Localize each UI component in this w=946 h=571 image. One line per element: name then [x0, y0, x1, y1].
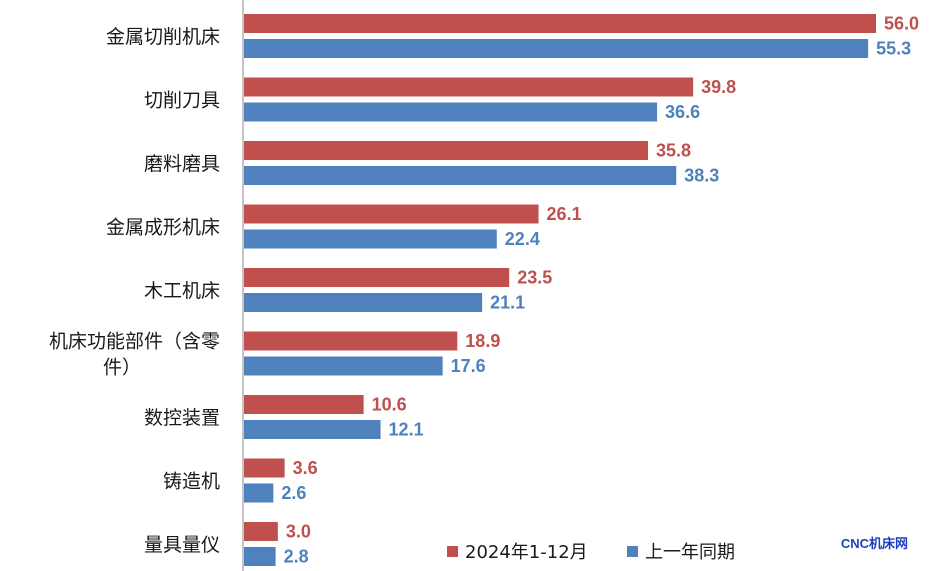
value-label-current-4: 23.5 — [517, 268, 552, 288]
bars — [244, 14, 876, 566]
bar-previous-2 — [244, 166, 677, 185]
category-label-5-line-0: 机床功能部件（含零 — [49, 331, 220, 353]
category-label-5-line-1: 件） — [103, 357, 141, 379]
value-label-previous-2: 38.3 — [684, 166, 719, 186]
value-label-current-0: 56.0 — [884, 14, 919, 34]
bar-current-3 — [244, 204, 539, 224]
bar-current-7 — [244, 458, 285, 478]
value-label-previous-4: 21.1 — [490, 293, 525, 313]
legend-label-previous: 上一年同期 — [645, 542, 735, 563]
value-labels: 56.0 55.3 39.836.6 35.8 38.3 26.1 22.4 23.5 21.1… — [281, 14, 919, 567]
value-label-previous-0: 55.3 — [876, 39, 911, 59]
category-label-0: 金属切削机床 — [106, 26, 220, 48]
category-label-4: 木工机床 — [144, 280, 220, 302]
category-label-6: 数控装置 — [144, 407, 220, 429]
value-label-current-1: 39.8 — [701, 77, 736, 97]
bar-current-5 — [244, 331, 458, 351]
category-label-2: 磨料磨具 — [144, 153, 220, 175]
legend-swatch-current — [447, 546, 458, 557]
bar-previous-6 — [244, 420, 381, 439]
legend-swatch-previous — [627, 546, 638, 557]
category-label-1: 切削刀具 — [144, 90, 220, 112]
bar-previous-4 — [244, 293, 483, 312]
value-label-current-2: 35.8 — [656, 141, 691, 161]
value-label-current-6: 10.6 — [372, 395, 407, 415]
value-label-current-3: 26.1 — [547, 204, 582, 224]
category-label-3: 金属成形机床 — [106, 217, 220, 239]
bar-previous-5 — [244, 356, 443, 376]
watermark-text: CNC机床网 — [840, 536, 908, 551]
bar-previous-7 — [244, 483, 274, 503]
bar-previous-0 — [244, 39, 869, 58]
value-label-current-5: 18.9 — [465, 331, 500, 351]
bar-current-2 — [244, 141, 649, 160]
bar-current-8 — [244, 522, 278, 541]
bar-previous-8 — [244, 547, 276, 566]
value-label-previous-1: 36.6 — [665, 102, 700, 122]
legend-label-current: 2024年1-12月 — [465, 542, 588, 563]
value-label-current-7: 3.6 — [293, 458, 318, 478]
category-label-7: 铸造机 — [163, 471, 220, 493]
bar-current-1 — [244, 77, 694, 97]
category-label-8: 量具量仪 — [144, 534, 220, 556]
value-label-previous-5: 17.6 — [451, 356, 486, 376]
bar-current-6 — [244, 395, 364, 414]
bar-current-0 — [244, 14, 876, 33]
value-label-previous-6: 12.1 — [389, 420, 424, 440]
value-label-previous-8: 2.8 — [284, 547, 309, 567]
value-label-previous-3: 22.4 — [505, 229, 540, 249]
bar-previous-1 — [244, 102, 658, 122]
value-label-previous-7: 2.6 — [281, 483, 306, 503]
bar-current-4 — [244, 268, 510, 287]
value-label-current-8: 3.0 — [286, 522, 311, 542]
bar-previous-3 — [244, 229, 497, 249]
legend: 2024年1-12月 上一年同期 — [447, 542, 735, 563]
